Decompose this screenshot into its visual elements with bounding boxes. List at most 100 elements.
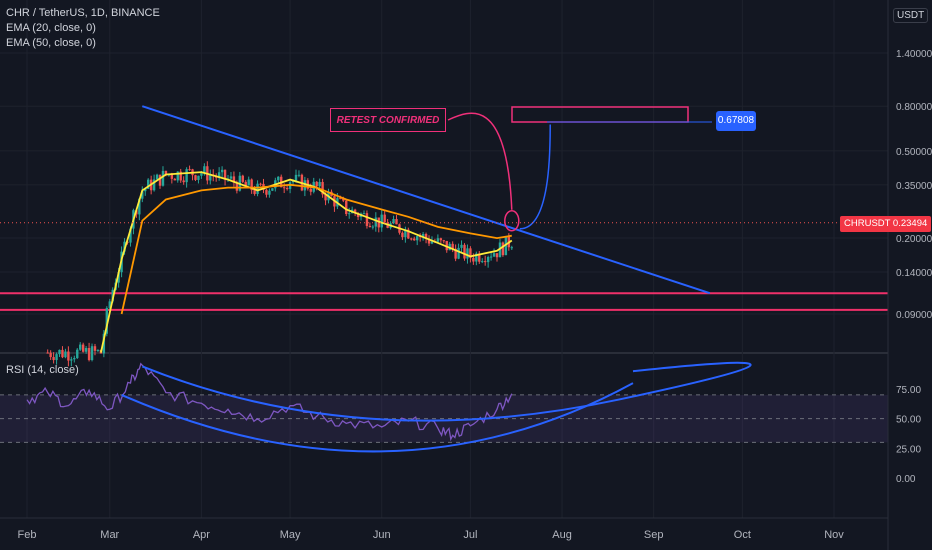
candle [102,329,106,358]
candle-body [229,176,233,179]
candle-body [383,214,386,223]
candle [182,176,185,185]
candle-body [146,179,150,189]
candle [439,237,443,243]
candle [141,186,144,203]
price-tick-label: 0.35000 [896,181,932,192]
candles [46,161,513,367]
candle-body [321,181,324,195]
candle-body [250,179,253,191]
candle [238,172,242,192]
candle-body [392,219,395,224]
candle [262,178,265,194]
candle-body [501,242,505,256]
candle [475,251,478,266]
candle-body [489,256,493,258]
candle-body [105,308,109,334]
candle [469,246,472,263]
candle-body [61,349,64,358]
candle-body [164,170,168,175]
candle [454,244,457,262]
candle-body [303,180,307,191]
candle [483,255,487,266]
candle [489,252,493,261]
candle-body [495,253,499,258]
candle-body [52,357,55,361]
legend-ema50[interactable]: EMA (50, close, 0) [6,37,96,49]
candle [173,177,177,181]
candle [188,165,191,171]
candle [442,239,446,244]
candle-body [259,183,262,185]
candle-body [203,166,206,174]
candle [377,217,380,233]
legend-ema20[interactable]: EMA (20, close, 0) [6,22,96,34]
time-tick-label: Aug [552,529,572,541]
candle-body [277,176,280,181]
ema-line-0 [100,171,513,353]
candle-body [79,344,82,350]
candle-body [241,175,244,182]
candle-body [256,183,259,194]
candle [481,258,484,264]
candle [380,209,383,232]
candle-body [235,182,239,191]
candle-body [365,213,369,226]
candle-body [96,349,100,351]
candle-body [76,349,79,359]
candle-body [436,238,440,242]
candle [64,348,67,359]
chart-legend: CHR / TetherUS, 1D, BINANCE EMA (20, clo… [6,6,160,51]
candle-body [454,248,457,259]
candle [96,349,100,353]
time-tick-label: Jun [373,529,391,541]
candle [67,346,70,367]
candle-body [67,351,70,361]
candle [191,168,194,181]
candle [209,169,212,185]
price-tick-label: 0.14000 [896,268,932,279]
candle [368,222,372,228]
candle [81,342,85,353]
candle-body [170,174,174,179]
price-tick-label: 0.80000 [896,102,932,113]
rsi-legend[interactable]: RSI (14, close) [6,364,79,376]
candle-body [268,190,271,195]
candle [495,253,499,262]
support-lines [0,292,888,311]
target-zone [511,106,689,123]
candle-body [421,233,425,237]
ema-line-1 [120,183,512,315]
candle-body [324,194,327,201]
candle [93,343,97,356]
candle-body [253,190,256,194]
rsi-tick-label: 0.00 [896,474,916,485]
symbol-tag-price: 0.23494 [892,218,928,229]
target-price-tag: 0.67808 [716,111,756,131]
candle-body [356,213,360,218]
candle-body [282,187,286,189]
candle [383,209,386,223]
candle-body [481,261,484,263]
candle-body [144,188,147,192]
candle-body [342,198,345,201]
candle-body [475,253,478,262]
panel-separator [0,352,888,354]
candle [463,243,466,261]
candle-body [297,174,301,176]
annotations [0,106,888,453]
candle [492,248,496,258]
candle-body [244,181,247,186]
candle-body [430,241,434,244]
candle-body [439,238,443,241]
currency-button[interactable]: USDT [893,8,929,23]
candle [84,346,88,354]
candle [220,166,224,178]
candle [318,178,321,189]
candle-body [49,352,52,358]
candle [70,356,73,367]
time-tick-label: Jul [463,529,477,541]
legend-symbol[interactable]: CHR / TetherUS, 1D, BINANCE [6,7,160,19]
candle-body [498,242,502,258]
